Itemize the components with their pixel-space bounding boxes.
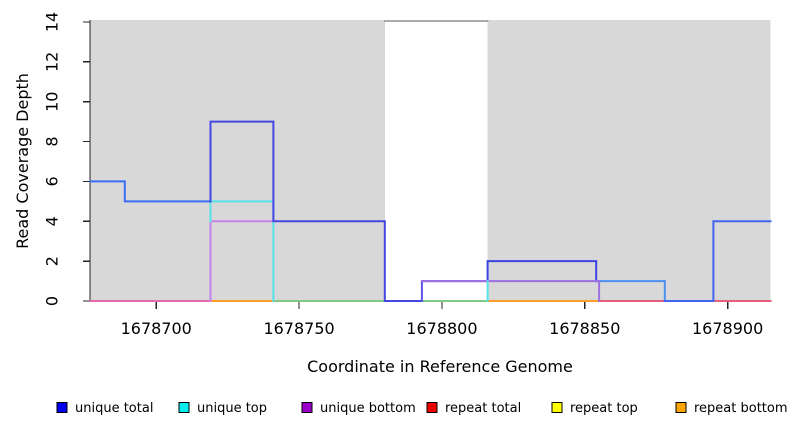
x-tick-label: 1678900 [692, 319, 763, 338]
background-regions [90, 20, 771, 302]
x-tick-label: 1678700 [121, 319, 192, 338]
legend-label: repeat bottom [694, 401, 788, 416]
unique-total-6-line [663, 220, 772, 302]
y-tick-label: 10 [43, 92, 62, 112]
unique-total-5-line [595, 280, 666, 302]
shaded-region-right [487, 20, 771, 302]
legend-item-repeat-total: repeat total [426, 401, 521, 416]
legend-swatch [675, 402, 687, 413]
legend-item-repeat-bottom: repeat bottom [675, 401, 788, 416]
legend-swatch [426, 402, 438, 413]
legend-label: unique total [75, 401, 153, 416]
axes: 0 2 4 6 8 10 12 14 1678700 1678750 1678800 1678850 1… [43, 12, 764, 338]
x-tick-label: 1678750 [263, 319, 334, 338]
unique-total-3-line [420, 280, 489, 302]
unique-total-2-line [209, 120, 423, 302]
y-axis-title: Read Coverage Depth [13, 73, 32, 249]
x-axis-title: Coordinate in Reference Genome [307, 357, 573, 376]
y-tick-label: 4 [43, 216, 62, 226]
unique-bottom-right-line [420, 280, 601, 302]
legend-swatch [56, 402, 68, 413]
unique-total-1-line [89, 180, 212, 203]
y-tick-label: 2 [43, 256, 62, 266]
unique-top-line [209, 200, 275, 302]
y-tick-label: 8 [43, 136, 62, 146]
legend-item-unique-bottom: unique bottom [301, 401, 416, 416]
x-tick-label: 1678850 [549, 319, 620, 338]
legend-label: repeat top [570, 401, 638, 416]
legend-label: repeat total [445, 401, 521, 416]
y-tick-label: 6 [43, 176, 62, 186]
legend-label: unique top [197, 401, 267, 416]
legend-item-unique-total: unique total [56, 401, 153, 416]
legend: unique total unique top unique bottom repea… [56, 401, 788, 416]
shaded-region-left [90, 20, 385, 302]
series-lines [89, 20, 772, 302]
y-tick-label: 12 [43, 52, 62, 72]
legend-swatch [551, 402, 563, 413]
y-tick-label: 14 [43, 12, 62, 32]
x-tick-label: 1678800 [406, 319, 477, 338]
legend-item-unique-top: unique top [178, 401, 267, 416]
legend-swatch [301, 402, 313, 413]
legend-item-repeat-top: repeat top [551, 401, 638, 416]
y-tick-label: 0 [43, 296, 62, 306]
legend-swatch [178, 402, 190, 413]
unique-total-4-line [486, 260, 598, 283]
legend-label: unique bottom [320, 401, 416, 416]
